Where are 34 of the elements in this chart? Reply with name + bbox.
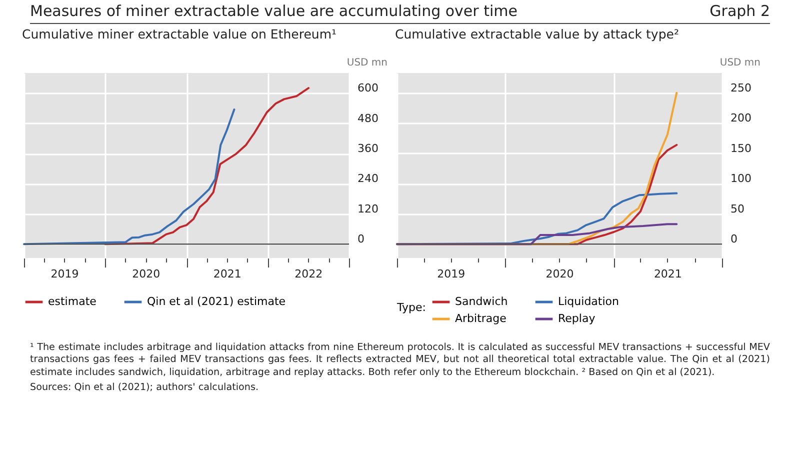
legend-label: estimate [48, 295, 97, 308]
x-tick-label: 2020 [546, 268, 574, 280]
x-tick-label: 2019 [50, 268, 79, 280]
y-tick-label: 0 [358, 232, 364, 246]
x-tick-label: 2021 [654, 268, 682, 280]
y-tick-label: 120 [358, 202, 378, 216]
y-tick-label: 200 [730, 112, 752, 125]
x-tick-label: 2021 [213, 268, 242, 280]
y-tick-label: 0 [730, 232, 738, 246]
legend-title: Type: [396, 301, 426, 314]
y-axis-title: USD mn [720, 58, 760, 68]
y-tick-label: 50 [730, 202, 744, 216]
caption: Graph 2 [710, 2, 770, 20]
y-tick-label: 360 [358, 142, 378, 156]
legend-label: Replay [558, 312, 596, 325]
legend-label: Arbitrage [455, 312, 507, 325]
legend-label: Qin et al (2021) estimate [147, 295, 286, 308]
chart-title: Cumulative extractable value by attack type² [395, 26, 679, 42]
text: ¹ The estimate includes arbitrage and liquidation attacks from nine Ethereum protocols. It is calculated as successful MEV transactions + successful MEV transactions gas fees + failed MEV transactions gas fees. It reflects extracted MEV, but not all theoretical total extractable value. The Qin et al (2021) estimate includes sandwich, liquidation, arbitrage and replay attacks. Both refer only to the Ethereum blockchain. ² Based on Qin et al (2021). [30, 342, 770, 380]
y-tick-label: 480 [358, 112, 378, 125]
y-tick-label: 600 [358, 82, 378, 95]
y-tick-label: 150 [730, 142, 752, 155]
y-tick-label: 240 [358, 172, 378, 186]
y-axis-title: USD mn [346, 58, 388, 68]
source-note: Sources: Qin et al (2021); authors' calculations. [30, 382, 260, 395]
text: Measures of miner extractable value are accumulating over time [30, 2, 518, 20]
y-tick-label: 250 [730, 81, 752, 94]
x-tick-label: 2022 [294, 268, 323, 280]
legend-label: Sandwich [455, 295, 508, 308]
x-tick-label: 2020 [132, 268, 160, 280]
y-tick-label: 100 [730, 172, 752, 186]
x-tick-label: 2019 [437, 268, 466, 280]
chart-title: Cumulative miner extractable value on Ethereum¹ [22, 26, 337, 42]
legend-label: Liquidation [558, 295, 620, 308]
